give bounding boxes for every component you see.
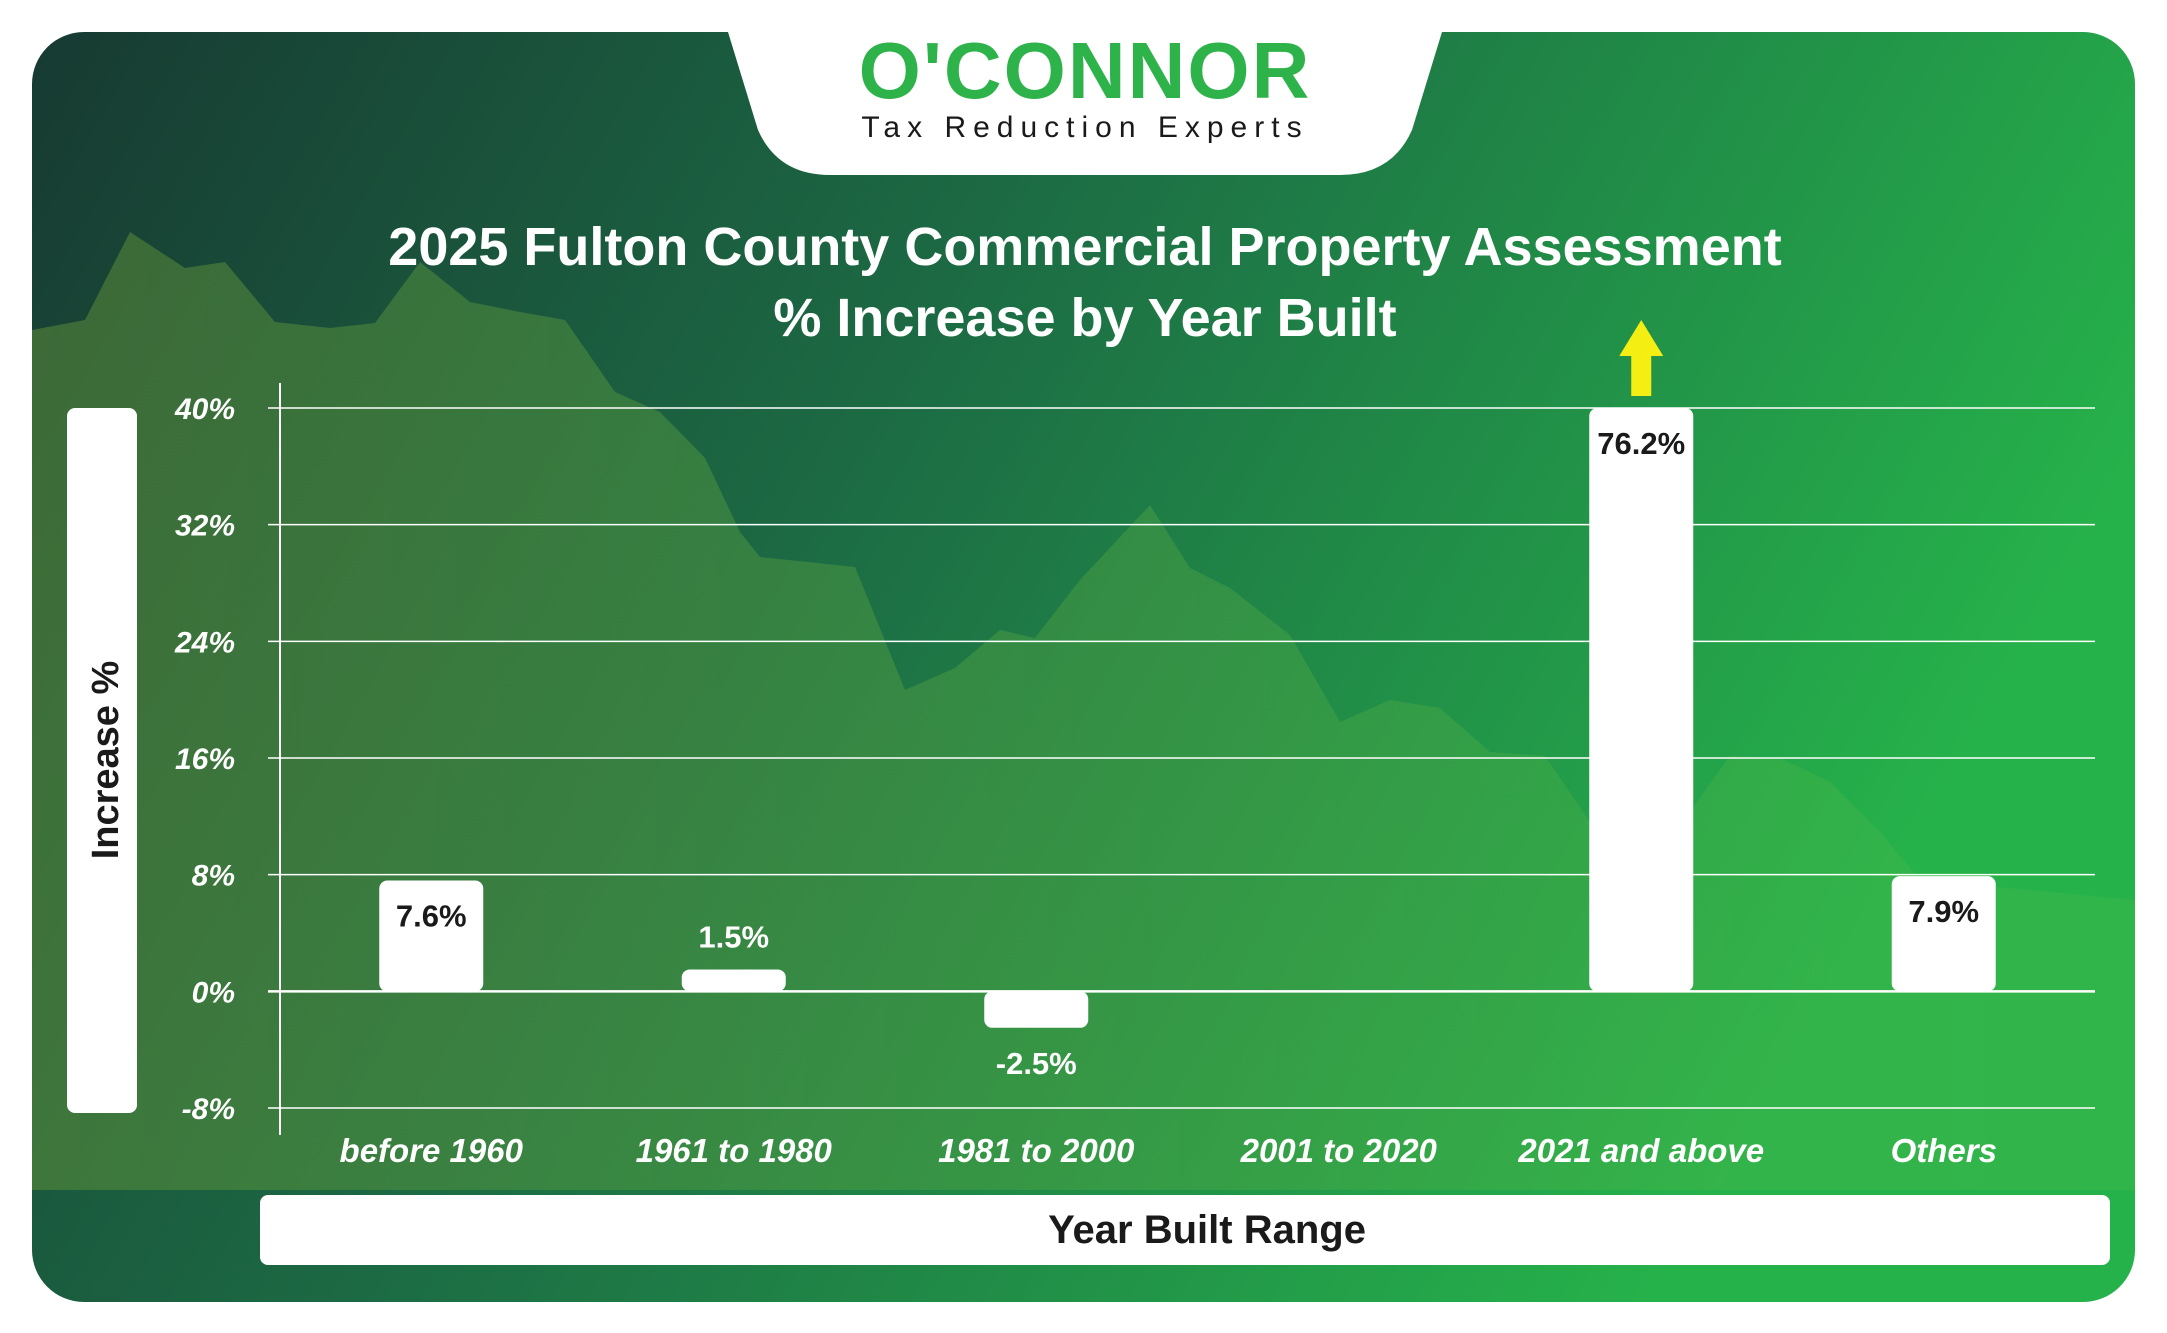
overflow-indicators (1619, 320, 1664, 396)
y-tick-label: -8% (182, 1093, 235, 1126)
x-tick-label: before 1960 (340, 1132, 524, 1169)
brand-logo: O'CONNOR (859, 26, 1312, 115)
bar (1891, 876, 1996, 992)
bar-data-label: 1.5% (698, 919, 769, 954)
x-tick-label: 1981 to 2000 (938, 1132, 1135, 1169)
bars (379, 408, 1996, 1028)
y-tick-labels: -8% 0% 8% 16% 24% 32% 40% (174, 393, 235, 1126)
logo-tab (728, 32, 1442, 175)
grid-lines (268, 407, 2095, 1109)
bar (379, 880, 484, 992)
bar-data-label: -2.5% (996, 1046, 1077, 1081)
x-axis-label-pill (260, 1195, 2110, 1265)
y-axis-label-pill (67, 408, 137, 1113)
bar (1589, 408, 1694, 992)
y-tick-label: 16% (175, 743, 235, 776)
x-tick-label: 2021 and above (1517, 1132, 1764, 1169)
x-tick-labels: before 1960 1961 to 1980 1981 to 2000 2001 … (340, 1132, 1997, 1169)
y-tick-label: 32% (175, 510, 235, 543)
brand-tagline: Tax Reduction Experts (861, 111, 1308, 144)
overflow-arrow (1619, 320, 1664, 396)
bar-data-label: 76.2% (1597, 426, 1685, 461)
y-axis-label: Increase % (85, 661, 127, 860)
bar-data-label: 7.9% (1908, 894, 1979, 929)
y-tick-label: 0% (192, 976, 235, 1009)
y-tick-label: 40% (174, 393, 235, 426)
x-tick-label: Others (1891, 1132, 1997, 1169)
chart-title-line-2: % Increase by Year Built (773, 288, 1396, 348)
bar (984, 991, 1089, 1028)
bar-data-labels: 7.6% 1.5% -2.5% 76.2% 7.9% (396, 426, 1979, 1081)
x-tick-label: 1961 to 1980 (636, 1132, 833, 1169)
x-axis-label: Year Built Range (1048, 1208, 1366, 1252)
bar (681, 969, 786, 992)
bar-data-label: 7.6% (396, 899, 467, 934)
y-tick-label: 24% (174, 626, 235, 659)
chart-title-line-1: 2025 Fulton County Commercial Property A… (388, 217, 1781, 277)
y-tick-label: 8% (192, 860, 235, 893)
x-tick-label: 2001 to 2020 (1240, 1132, 1438, 1169)
